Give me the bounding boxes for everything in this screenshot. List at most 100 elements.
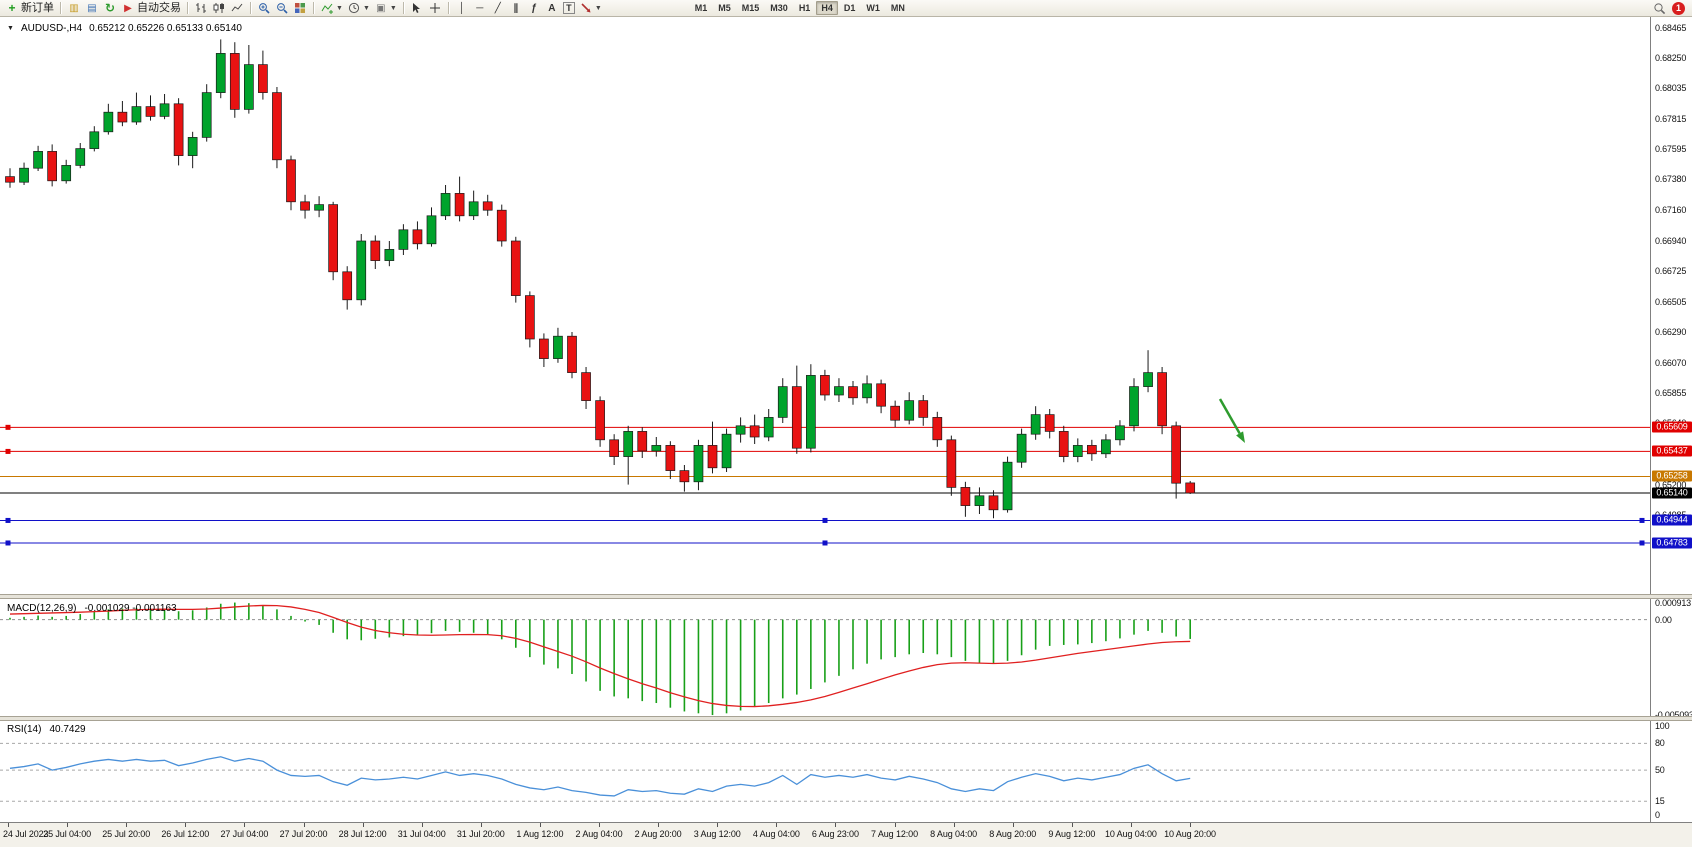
time-axis[interactable]: 24 Jul 2023 25 Jul 04:00 25 Jul 20:00 26 Ju… [0, 822, 1692, 847]
fibonacci-tool-button[interactable]: ƒ [525, 1, 543, 16]
arrows-tool-button[interactable]: ▼ [577, 1, 604, 16]
macd-axis-label: 0.00 [1655, 614, 1672, 625]
text-tool-button[interactable]: A [543, 1, 561, 16]
rsi-axis-label: 100 [1655, 720, 1670, 731]
timeframe-h1-button[interactable]: H1 [798, 3, 811, 13]
price-axis-label: 0.66725 [1655, 266, 1687, 277]
time-axis-label: 6 Aug 23:00 [811, 829, 859, 839]
chevron-down-icon: ▼ [594, 4, 602, 12]
time-tick [67, 823, 69, 827]
toolbar-separator [187, 2, 188, 14]
timeframe-m15-button[interactable]: M15 [741, 3, 760, 13]
search-icon[interactable] [1652, 2, 1666, 15]
time-axis-label: 31 Jul 04:00 [397, 829, 446, 839]
time-tick [1012, 823, 1014, 827]
chart-background [0, 17, 1692, 822]
symbol-period-label: AUDUSD-,H4 [20, 23, 83, 34]
time-tick [8, 823, 9, 827]
macd-axis-label: -0.005093 [1655, 710, 1692, 720]
macd-axis-label: 0.000913 [1655, 597, 1691, 608]
new-order-button[interactable]: + 新订单 [3, 1, 56, 16]
time-axis-label: 3 Aug 12:00 [693, 829, 741, 839]
templates-button[interactable]: ▣ ▼ [372, 1, 399, 16]
price-axis-label: 0.64985 [1655, 510, 1686, 520]
periods-button[interactable]: ▼ [345, 1, 372, 16]
time-tick [1190, 823, 1191, 827]
price-axis-label: 0.65855 [1655, 387, 1687, 398]
crosshair-icon [428, 2, 442, 15]
timeframe-m5-button[interactable]: M5 [718, 3, 731, 13]
chevron-down-icon: ▼ [362, 4, 370, 12]
trendline-tool-button[interactable]: ╱ [489, 1, 507, 16]
price-axis-label: 0.65200 [1655, 479, 1687, 490]
trendline-icon: ╱ [494, 2, 501, 14]
time-tick [599, 823, 600, 827]
time-tick [894, 823, 896, 827]
autotrade-button[interactable]: ▶ 自动交易 [119, 1, 183, 16]
market-watch-icon: ▤ [87, 2, 97, 14]
line-chart-icon [230, 2, 244, 15]
rsi-splitter[interactable] [0, 716, 1692, 721]
rsi-axis-label: 15 [1655, 796, 1665, 807]
timeframe-m30-button[interactable]: M30 [770, 3, 788, 13]
time-tick [126, 823, 128, 827]
macd-splitter[interactable] [0, 594, 1692, 599]
toolbar-separator [402, 2, 404, 14]
time-axis-label: 2 Aug 20:00 [634, 829, 682, 839]
toolbar-separator [250, 2, 251, 14]
vertical-line-icon: │ [458, 2, 465, 14]
main-toolbar: + 新订单 ▥ ▤ ↻ ▶ 自动交易 [0, 0, 1692, 17]
refresh-button[interactable]: ↻ [101, 1, 119, 16]
horizontal-line-icon: ─ [476, 2, 484, 14]
time-tick [421, 823, 423, 827]
timeframe-d1-button[interactable]: D1 [843, 3, 856, 13]
charts-button[interactable]: ▥ [65, 1, 83, 16]
macd-panel-label: MACD(12,26,9) -0.001029 -0.001163 [7, 603, 177, 614]
time-axis-label: 9 Aug 12:00 [1048, 829, 1096, 839]
price-tag-0.65258: 0.65258 [1652, 470, 1692, 482]
time-tick [303, 823, 305, 827]
bar-chart-mode-button[interactable] [192, 1, 210, 16]
price-axis-label: 0.67380 [1655, 174, 1687, 185]
macd-values: -0.001029 -0.001163 [84, 603, 177, 614]
rsi-name: RSI(14) [7, 724, 42, 735]
time-axis-label: 1 Aug 12:00 [516, 829, 564, 839]
price-tag-0.65609: 0.65609 [1652, 421, 1692, 433]
tile-windows-button[interactable] [291, 1, 309, 16]
time-tick [953, 823, 955, 827]
cursor-tool-button[interactable] [408, 1, 426, 16]
timeframe-m1-button[interactable]: M1 [694, 3, 708, 13]
price-axis-label: 0.66505 [1655, 296, 1687, 307]
price-axis-label: 0.66940 [1655, 236, 1687, 246]
template-icon: ▣ [376, 2, 386, 14]
fibonacci-icon: ƒ [531, 2, 537, 14]
zoom-in-button[interactable] [255, 1, 273, 16]
indicators-button[interactable]: ▼ [318, 1, 345, 16]
market-watch-button[interactable]: ▤ [83, 1, 101, 16]
time-tick [1071, 823, 1073, 827]
timeframe-mn-button[interactable]: MN [890, 3, 905, 13]
candlestick-mode-button[interactable] [210, 1, 228, 16]
notification-badge[interactable]: 1 [1672, 1, 1685, 15]
price-axis[interactable]: 0.68465 0.68250 0.68035 0.67815 0.67595 0.673… [1650, 17, 1692, 822]
line-chart-mode-button[interactable] [228, 1, 246, 16]
horizontal-line-tool-button[interactable]: ─ [471, 1, 489, 16]
timeframe-w1-button[interactable]: W1 [866, 3, 880, 13]
time-tick [776, 823, 778, 827]
timeframe-group: M1 M5 M15 M30 H1 H4 D1 W1 MN [690, 1, 910, 15]
time-tick [244, 823, 246, 827]
label-tool-button[interactable]: T [561, 1, 577, 16]
time-axis-label: 27 Jul 20:00 [279, 829, 328, 839]
timeframe-h4-button[interactable]: H4 [816, 1, 838, 15]
price-axis-label: 0.68035 [1655, 82, 1687, 93]
channel-tool-button[interactable]: ∥ [507, 1, 525, 16]
zoom-out-button[interactable] [273, 1, 291, 16]
time-axis-label: 26 Jul 12:00 [161, 829, 210, 839]
time-axis-label: 31 Jul 20:00 [456, 829, 505, 839]
crosshair-tool-button[interactable] [426, 1, 444, 16]
price-axis-label: 0.66070 [1655, 357, 1687, 368]
time-axis-label: 10 Aug 20:00 [1164, 829, 1216, 839]
price-axis-label: 0.67160 [1655, 205, 1687, 216]
vertical-line-tool-button[interactable]: │ [453, 1, 471, 16]
